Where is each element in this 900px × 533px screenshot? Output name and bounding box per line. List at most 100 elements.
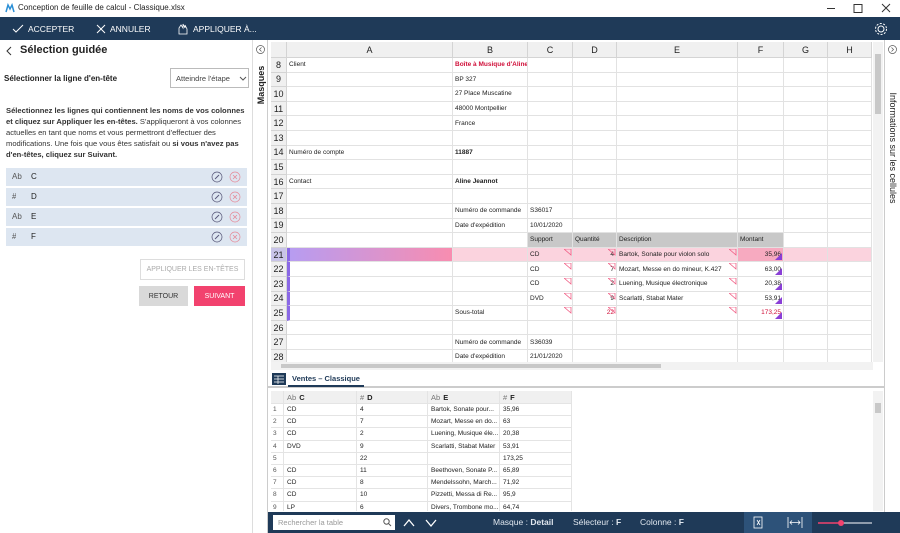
back-arrow[interactable] xyxy=(5,46,13,56)
empty-cell xyxy=(617,350,738,362)
row-header: 9 xyxy=(271,72,287,88)
back-button[interactable]: RETOUR xyxy=(139,286,188,306)
selector-value: F xyxy=(616,517,622,527)
empty-cell xyxy=(828,116,872,131)
sheet-hscroll[interactable] xyxy=(271,362,873,370)
selector-status: Sélecteur : F xyxy=(573,517,621,527)
remove-icon[interactable] xyxy=(229,231,241,243)
remove-icon[interactable] xyxy=(229,171,241,183)
instruction-text: si vous n'avez pas d'en-têtes, cliquez s… xyxy=(6,139,239,159)
settings-icon[interactable] xyxy=(874,22,888,36)
scroll-thumb[interactable] xyxy=(875,54,881,114)
empty-cell xyxy=(617,116,738,131)
scroll-thumb[interactable] xyxy=(875,403,881,413)
cell-marker xyxy=(608,278,616,285)
row-header: 11 xyxy=(271,101,287,117)
empty-cell xyxy=(828,320,872,336)
empty-cell xyxy=(528,58,573,73)
empty-cell xyxy=(573,218,617,234)
empty-cell xyxy=(828,233,872,248)
grid-cell: 20,38 xyxy=(500,428,572,441)
empty-cell xyxy=(784,189,828,204)
column-item: # D xyxy=(6,188,247,206)
cell: 21/01/2020 xyxy=(528,350,573,362)
edit-icon[interactable] xyxy=(211,191,223,203)
row-header: 19 xyxy=(271,218,287,234)
next-button[interactable]: SUIVANT xyxy=(194,286,245,306)
edit-icon[interactable] xyxy=(211,211,223,223)
cell: 11887 xyxy=(453,145,528,161)
empty-cell xyxy=(784,262,828,277)
grid-cell: Divers, Trombone mo... xyxy=(428,501,500,511)
empty-cell xyxy=(738,58,784,73)
scroll-thumb[interactable] xyxy=(281,364,661,368)
cell-marker xyxy=(775,297,782,305)
masks-toggle[interactable] xyxy=(256,45,265,54)
grid-cell: Mozart, Messe en do... xyxy=(428,416,500,429)
sheet-tab[interactable]: Ventes – Classique xyxy=(288,371,364,387)
grid-header: # D xyxy=(357,391,428,404)
edit-icon[interactable] xyxy=(211,171,223,183)
cancel-button[interactable]: ANNULER xyxy=(110,24,151,34)
masks-label[interactable]: Masques xyxy=(256,65,266,105)
info-toggle[interactable] xyxy=(888,45,897,54)
column-type: Ab xyxy=(12,212,22,221)
column-type: # xyxy=(12,192,17,201)
header-type: Ab xyxy=(431,392,441,402)
window-controls[interactable] xyxy=(820,0,900,17)
toolbar: ACCEPTER ANNULER APPLIQUER À... xyxy=(0,17,900,40)
cell: Boîte à Musique d'Aline xyxy=(453,58,528,73)
edit-icon[interactable] xyxy=(211,231,223,243)
cell-marker xyxy=(729,278,737,285)
grid-vscroll[interactable] xyxy=(873,391,883,511)
row-index: 6 xyxy=(271,465,284,478)
table-icon[interactable] xyxy=(271,372,287,386)
search-icon xyxy=(383,518,392,527)
cell: 7 xyxy=(573,262,617,277)
zoom-slider[interactable] xyxy=(816,518,876,528)
instruction-text: S'appliqueront à vos colonnes actuelles … xyxy=(6,117,241,148)
cell: 22 xyxy=(573,306,617,321)
info-label[interactable]: Informations sur les cellules xyxy=(888,92,898,204)
nav-arrows[interactable] xyxy=(402,517,442,529)
empty-cell xyxy=(284,452,357,465)
accept-button[interactable]: ACCEPTER xyxy=(28,24,75,34)
empty-cell xyxy=(738,218,784,234)
sheet-vscroll[interactable] xyxy=(873,42,883,362)
cell-marker xyxy=(729,248,737,256)
empty-cell xyxy=(828,335,872,350)
grid-header: # F xyxy=(500,391,572,404)
width-icon[interactable] xyxy=(787,516,803,529)
empty-cell xyxy=(573,189,617,204)
empty-cell xyxy=(784,145,828,161)
tab-bar: Ventes – Classique xyxy=(268,370,884,388)
cell-marker xyxy=(564,278,572,285)
empty-cell xyxy=(784,320,828,336)
grid-cell: 22 xyxy=(357,452,428,465)
cell: CD xyxy=(528,262,573,277)
grid-cell: Beethoven, Sonate P... xyxy=(428,465,500,478)
search-box[interactable]: Rechercher la table xyxy=(273,515,395,530)
column-header: D xyxy=(573,42,617,58)
empty-cell xyxy=(738,160,784,175)
empty-cell xyxy=(528,189,573,204)
empty-cell xyxy=(617,306,738,321)
fit-icon[interactable] xyxy=(752,516,766,529)
empty-cell xyxy=(828,160,872,175)
empty-cell xyxy=(784,101,828,117)
remove-icon[interactable] xyxy=(229,191,241,203)
apply-headers-button[interactable]: APPLIQUER LES EN-TÊTES xyxy=(140,259,245,280)
apply-to-button[interactable]: APPLIQUER À... xyxy=(193,24,257,34)
search-placeholder: Rechercher la table xyxy=(278,518,344,527)
column-item: Ab E xyxy=(6,208,247,226)
cell: Luening, Musique électronique xyxy=(617,277,738,292)
empty-cell xyxy=(287,247,453,263)
empty-cell xyxy=(617,87,738,102)
row-index: 4 xyxy=(271,440,284,453)
step-dropdown[interactable]: Atteindre l'étape xyxy=(170,68,249,88)
remove-icon[interactable] xyxy=(229,211,241,223)
empty-cell xyxy=(738,145,784,161)
column-header: A xyxy=(287,42,453,58)
empty-cell xyxy=(784,204,828,219)
row-header: 27 xyxy=(271,335,287,350)
